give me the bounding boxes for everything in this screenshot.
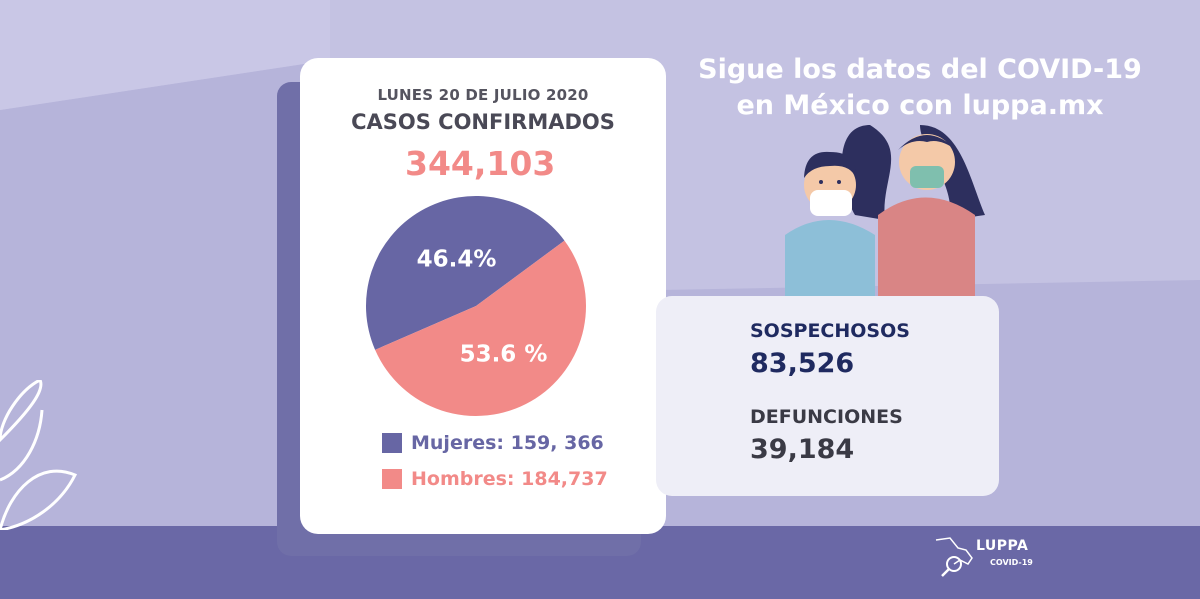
confirmed-cases-card: LUNES 20 DE JULIO 2020 CASOS CONFIRMADOS…	[300, 58, 666, 534]
legend-label-hombres: Hombres: 184,737	[411, 468, 608, 490]
legend-mujeres: Mujeres: 159, 366	[382, 432, 604, 454]
pie-slice-hombres	[375, 240, 586, 416]
deaths-value: 39,184	[750, 434, 855, 465]
headline-line-1: Sigue los datos del COVID-19	[698, 54, 1142, 85]
legend-hombres: Hombres: 184,737	[382, 468, 608, 490]
headline: Sigue los datos del COVID-19 en México c…	[655, 52, 1185, 124]
report-date: LUNES 20 DE JULIO 2020	[377, 86, 589, 104]
luppa-logo: LUPPA COVID-19	[932, 534, 1052, 580]
suspected-value: 83,526	[750, 348, 855, 379]
legend-label-mujeres: Mujeres: 159, 366	[411, 432, 604, 454]
leaf-icon	[0, 380, 78, 530]
legend-swatch-hombres	[382, 469, 402, 489]
suspected-label: SOSPECHOSOS	[750, 320, 910, 342]
deaths-label: DEFUNCIONES	[750, 406, 903, 428]
stats-card: SOSPECHOSOS 83,526 DEFUNCIONES 39,184	[656, 296, 999, 496]
confirmed-label: CASOS CONFIRMADOS	[351, 110, 615, 134]
logo-subtitle: COVID-19	[990, 558, 1033, 567]
pie-chart: 46.4% 53.6 %	[366, 196, 586, 416]
magnifier-map-icon	[935, 537, 973, 577]
pie-label-hombres: 53.6 %	[460, 342, 548, 368]
logo-title: LUPPA	[976, 538, 1029, 554]
legend-swatch-mujeres	[382, 433, 402, 453]
confirmed-total: 344,103	[405, 144, 556, 183]
headline-line-2: en México con luppa.mx	[736, 90, 1104, 121]
pie-label-mujeres: 46.4%	[417, 246, 497, 272]
pie-slice-mujeres	[366, 196, 565, 350]
masked-people-illustration	[785, 125, 985, 300]
